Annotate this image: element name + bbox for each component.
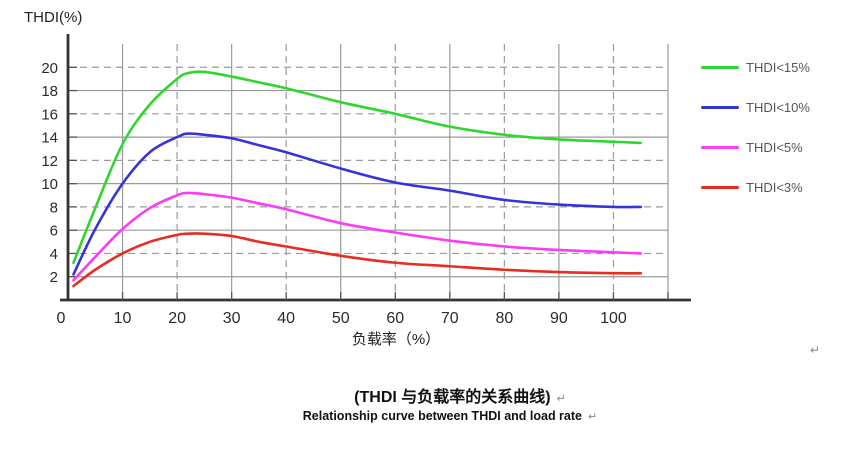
legend-swatch-thdi-lt-10 — [701, 105, 739, 109]
y-tick-label: 20 — [41, 60, 58, 77]
curve-thdi-lt-3 — [72, 232, 643, 288]
x-axis-title: 负载率（%） — [351, 331, 441, 348]
legend-label-thdi-lt-3: THDI<3% — [746, 179, 803, 195]
y-tick-label: 14 — [41, 130, 58, 147]
paragraph-mark: ↵ — [588, 411, 598, 423]
x-tick-label: 90 — [550, 310, 568, 327]
legend-label-thdi-lt-15: THDI<15% — [746, 59, 810, 75]
x-tick-label: 40 — [277, 310, 295, 327]
caption-english: Relationship curve between THDI and load… — [120, 409, 780, 423]
curve-thdi-lt-5 — [72, 191, 643, 282]
y-tick-label: 18 — [41, 83, 58, 100]
x-tick-label: 10 — [114, 310, 132, 327]
paragraph-mark: ↵ — [556, 393, 566, 405]
y-tick-label: 8 — [50, 199, 58, 216]
caption-english-text: Relationship curve between THDI and load… — [302, 409, 582, 423]
legend-swatch-thdi-lt-3 — [701, 185, 739, 189]
legend-swatch-thdi-lt-15 — [701, 65, 739, 69]
y-axis-title: THDI(%) — [24, 9, 83, 26]
curve-thdi-lt-10 — [72, 132, 643, 276]
legend-item: THDI<15% — [701, 54, 810, 80]
x-tick-label: 100 — [600, 310, 627, 327]
y-tick-label: 2 — [50, 269, 58, 286]
legend: THDI<15% THDI<10% THDI<5% THDI<3% — [701, 54, 810, 200]
y-tick-label: 10 — [41, 176, 58, 193]
caption-chinese: (THDI 与负载率的关系曲线) ↵ — [130, 383, 790, 407]
legend-item: THDI<10% — [701, 94, 810, 120]
x-tick-label: 20 — [168, 310, 186, 327]
y-tick-label: 6 — [50, 223, 58, 240]
thdi-load-chart: 2 4 6 8 10 12 14 16 18 20 0 10 20 30 40 50 60 70 80 90 100 — [41, 34, 691, 327]
legend-swatch-thdi-lt-5 — [701, 145, 739, 149]
y-tick-label: 16 — [41, 106, 58, 123]
curve-thdi-lt-15 — [72, 70, 643, 265]
legend-item: THDI<3% — [701, 174, 810, 200]
y-tick-label: 4 — [50, 246, 58, 263]
legend-label-thdi-lt-5: THDI<5% — [746, 139, 803, 155]
caption-chinese-text: (THDI 与负载率的关系曲线) — [354, 389, 551, 406]
x-tick-label: 80 — [495, 310, 513, 327]
legend-label-thdi-lt-10: THDI<10% — [746, 99, 810, 115]
paragraph-mark: ↵ — [810, 343, 821, 357]
x-tick-label: 0 — [57, 310, 66, 327]
x-tick-label: 50 — [332, 310, 350, 327]
x-tick-label: 30 — [223, 310, 241, 327]
y-tick-label: 12 — [41, 153, 58, 170]
x-tick-label: 70 — [441, 310, 459, 327]
x-tick-label: 60 — [386, 310, 404, 327]
legend-item: THDI<5% — [701, 134, 810, 160]
